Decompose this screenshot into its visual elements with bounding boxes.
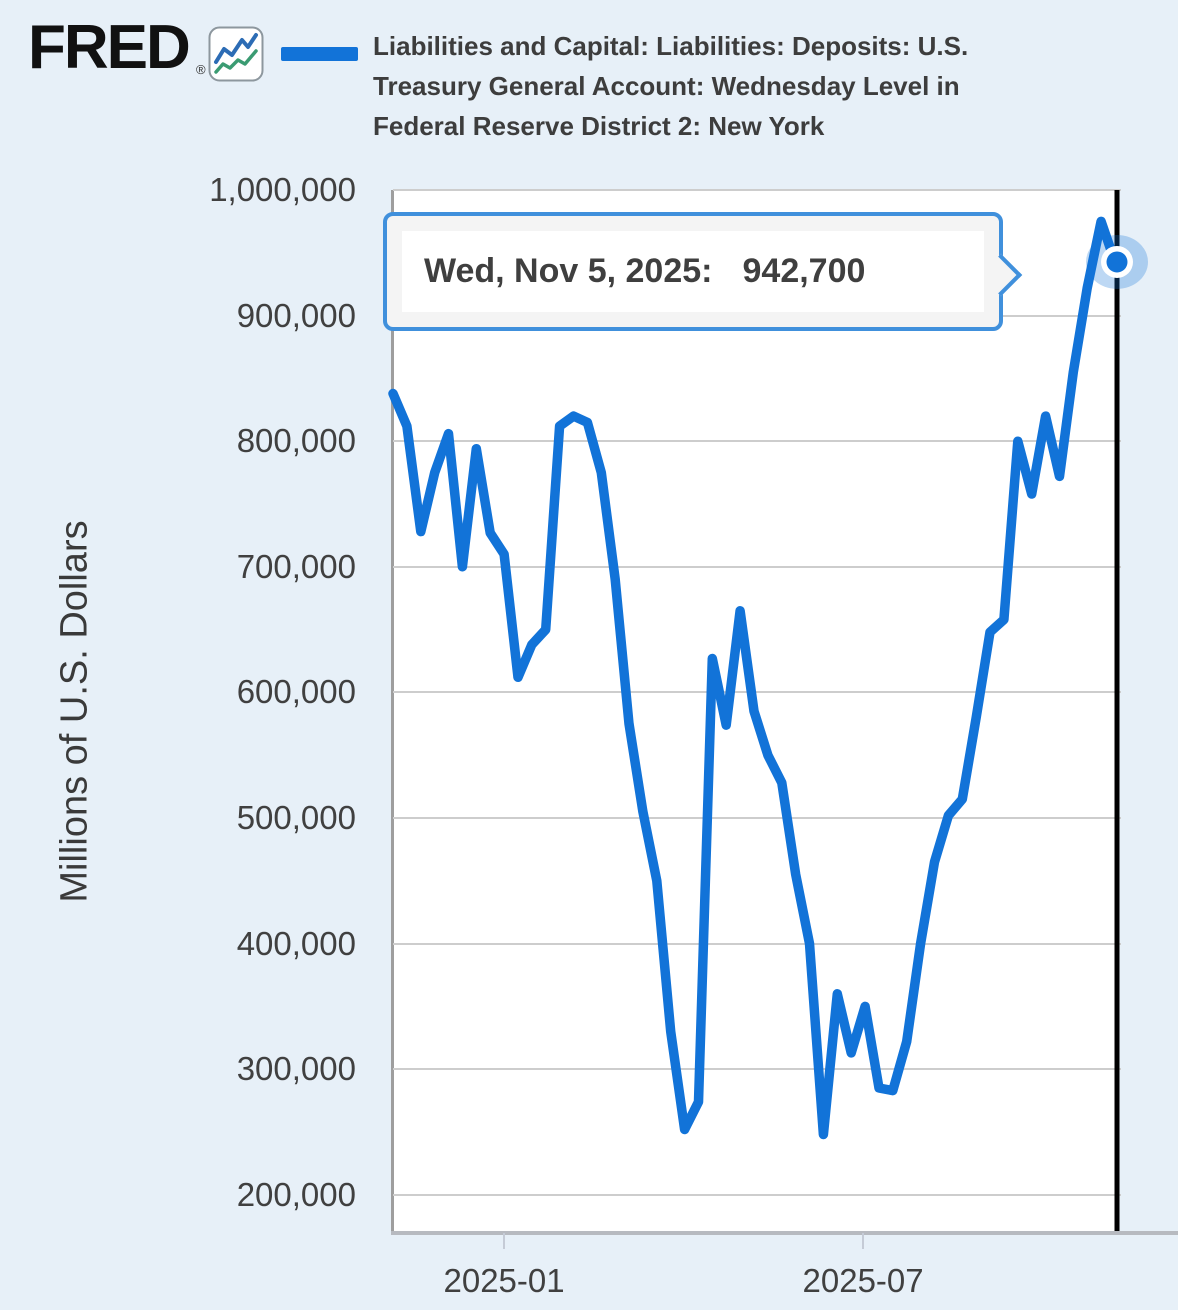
plot-area[interactable] [394, 190, 1117, 1231]
y-tick-label: 700,000 [236, 547, 356, 585]
gridline [393, 1068, 1121, 1071]
gridline [393, 942, 1121, 945]
gridline [393, 1193, 1121, 1196]
gridline [393, 189, 1121, 191]
tooltip-value: 942,700 [742, 252, 866, 290]
series-title-line-3: Federal Reserve District 2: New York [373, 111, 825, 141]
registered-trademark: ® [196, 62, 206, 77]
x-tick-label: 2025-01 [443, 1262, 565, 1299]
x-axis-line [391, 1231, 1178, 1235]
y-axis-line [391, 190, 394, 1233]
y-tick-label: 300,000 [236, 1050, 356, 1088]
series-title: Liabilities and Capital: Liabilities: De… [373, 26, 1033, 146]
y-tick-label: 600,000 [236, 673, 356, 711]
fred-line-chart-icon [208, 26, 264, 87]
gridline [393, 691, 1121, 694]
tooltip-inner-panel: Wed, Nov 5, 2025: 942,700 [402, 231, 984, 312]
gridline [393, 817, 1121, 819]
gridline [393, 565, 1121, 568]
x-tick-mark [503, 1233, 506, 1249]
x-tick-label: 2025-07 [802, 1262, 924, 1299]
series-title-line-2: Treasury General Account: Wednesday Leve… [373, 71, 960, 101]
y-tick-label: 1,000,000 [209, 171, 356, 208]
gridline [393, 440, 1121, 443]
x-tick-mark [862, 1233, 865, 1249]
y-tick-label: 800,000 [236, 422, 356, 460]
y-tick-label: 900,000 [236, 296, 356, 334]
y-tick-label: 200,000 [236, 1175, 356, 1213]
tooltip-date: Wed, Nov 5, 2025: [424, 252, 713, 290]
tooltip: Wed, Nov 5, 2025: 942,700 [383, 212, 1023, 331]
legend-line-swatch [281, 47, 358, 61]
y-tick-label: 500,000 [236, 799, 356, 836]
y-axis-title: Millions of U.S. Dollars [53, 520, 96, 903]
fred-logo[interactable]: FRED [28, 13, 191, 82]
series-title-line-1: Liabilities and Capital: Liabilities: De… [373, 31, 969, 61]
y-tick-label: 400,000 [236, 924, 356, 962]
